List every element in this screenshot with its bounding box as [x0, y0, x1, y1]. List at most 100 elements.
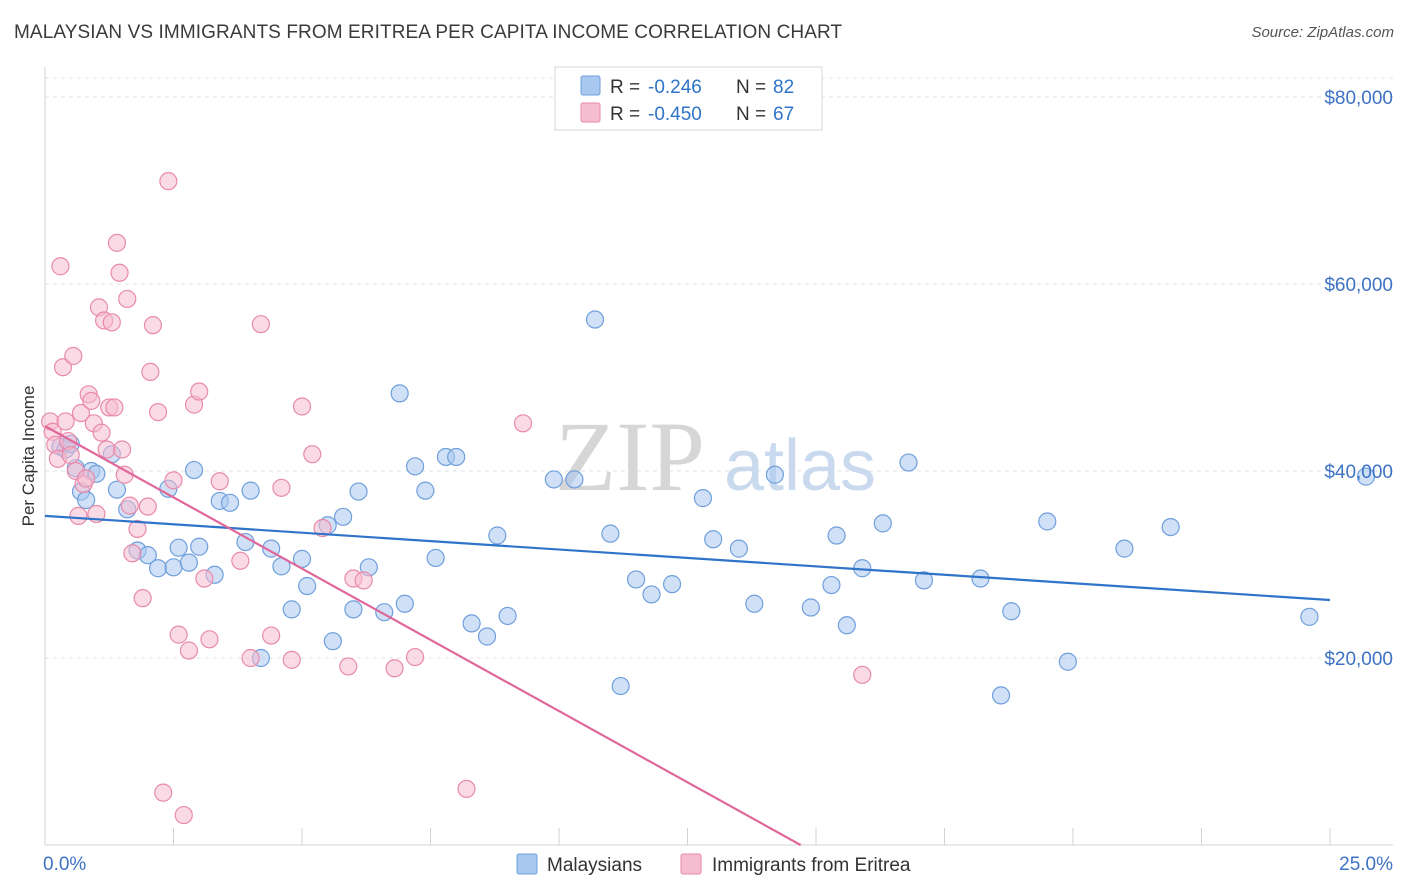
eritrea-point [272, 478, 291, 497]
eritrea-point [292, 397, 312, 416]
legend-n-value: 82 [773, 77, 794, 98]
eritrea-point [385, 659, 404, 678]
legend-label-eritrea: Immigrants from Eritrea [712, 855, 911, 876]
eritrea-point [190, 382, 209, 401]
eritrea-point [195, 569, 214, 588]
eritrea-point [405, 647, 425, 667]
malaysian-point [164, 558, 183, 577]
malaysian-point [565, 470, 584, 489]
malaysian-point [801, 598, 820, 617]
malaysian-point [662, 575, 682, 594]
eritrea-point [339, 657, 358, 676]
legend-r-label: R = [610, 77, 640, 98]
legend-n-label: N = [736, 104, 766, 125]
malaysian-point [899, 453, 918, 472]
eritrea-point [231, 551, 250, 570]
legend-n-label: N = [736, 77, 766, 98]
malaysian-point [349, 482, 368, 501]
eritrea-point [92, 423, 111, 442]
malaysian-point [190, 537, 209, 556]
y-tick-label: $40,000 [1324, 462, 1393, 483]
malaysian-point [477, 627, 497, 646]
malaysian-point [544, 470, 563, 489]
malaysian-point [416, 481, 435, 500]
eritrea-point [143, 316, 163, 335]
eritrea-point [105, 398, 124, 417]
legend-n-value: 67 [773, 104, 794, 125]
eritrea-point [64, 346, 83, 366]
eritrea-point [513, 414, 533, 433]
eritrea-point [77, 469, 96, 488]
eritrea-point [303, 445, 322, 464]
eritrea-point [69, 506, 88, 525]
malaysian-point [873, 514, 892, 533]
malaysian-point [765, 465, 784, 484]
eritrea-trend-line [44, 425, 802, 846]
eritrea-point [118, 289, 137, 309]
eritrea-point [241, 648, 260, 668]
source-credit: Source: ZipAtlas.com [1251, 24, 1394, 41]
malaysian-point [837, 616, 856, 635]
malaysian-point [1038, 512, 1057, 531]
eritrea-point [179, 641, 199, 660]
malaysian-point [298, 576, 317, 596]
malaysian-point [488, 526, 507, 545]
eritrea-point [53, 358, 73, 377]
legend-bottom: Malaysians Immigrants from Eritrea [516, 853, 911, 876]
eritrea-point [133, 589, 152, 608]
eritrea-point [853, 665, 872, 684]
watermark: ZIP atlas [555, 401, 876, 512]
malaysian-point [447, 447, 466, 467]
legend-swatch-blue [580, 75, 601, 96]
malaysian-point [822, 575, 841, 595]
legend-r-label: R = [610, 104, 640, 125]
eritrea-point [154, 783, 173, 802]
legend-top: R = -0.246 N = 82 R = -0.450 N = 67 [554, 66, 823, 131]
trend-lines [44, 425, 1331, 846]
malaysian-point [611, 676, 630, 696]
grid-lines [45, 77, 1393, 659]
malaysian-point [344, 600, 363, 619]
eritrea-point [97, 440, 116, 459]
legend-swatch-eritrea [680, 853, 702, 875]
malaysian-point [426, 548, 445, 568]
eritrea-point [354, 571, 373, 590]
watermark-atlas: atlas [724, 426, 876, 506]
chart-title: MALAYSIAN VS IMMIGRANTS FROM ERITREA PER… [14, 22, 843, 43]
malaysian-point [220, 493, 240, 512]
malaysian-point [334, 507, 353, 526]
malaysian-point [693, 489, 713, 508]
malaysian-trend-line [44, 514, 1331, 602]
malaysian-point [77, 490, 96, 510]
eritrea-point [148, 402, 168, 422]
y-tick-labels: $20,000 $40,000 $60,000 $80,000 [1324, 88, 1393, 670]
eritrea-point [71, 403, 91, 423]
eritrea-point [112, 440, 132, 459]
eritrea-point [82, 391, 101, 410]
eritrea-point [141, 362, 160, 381]
malaysian-point [642, 585, 661, 604]
eritrea-point [51, 257, 70, 276]
y-tick-label: $80,000 [1324, 88, 1393, 109]
eritrea-point [159, 172, 178, 191]
malaysian-point [745, 594, 764, 613]
malaysian-point [1002, 602, 1021, 621]
eritrea-point [107, 233, 127, 252]
malaysian-point [991, 686, 1011, 705]
malaysian-point [827, 526, 846, 545]
malaysian-point [498, 606, 517, 626]
malaysian-point [241, 481, 260, 500]
axes [44, 67, 1393, 846]
eritrea-point [282, 650, 301, 669]
malaysian-point [395, 594, 414, 613]
legend-r-value: -0.246 [648, 77, 702, 98]
legend-swatch-pink [580, 102, 601, 123]
eritrea-point [262, 626, 281, 645]
malaysian-point [914, 571, 934, 590]
malaysian-point [704, 530, 723, 549]
eritrea-point [174, 805, 193, 825]
eritrea-point [61, 446, 80, 465]
malaysian-point [169, 538, 188, 557]
x-tick-labels: 0.0% 25.0% [43, 854, 1393, 875]
